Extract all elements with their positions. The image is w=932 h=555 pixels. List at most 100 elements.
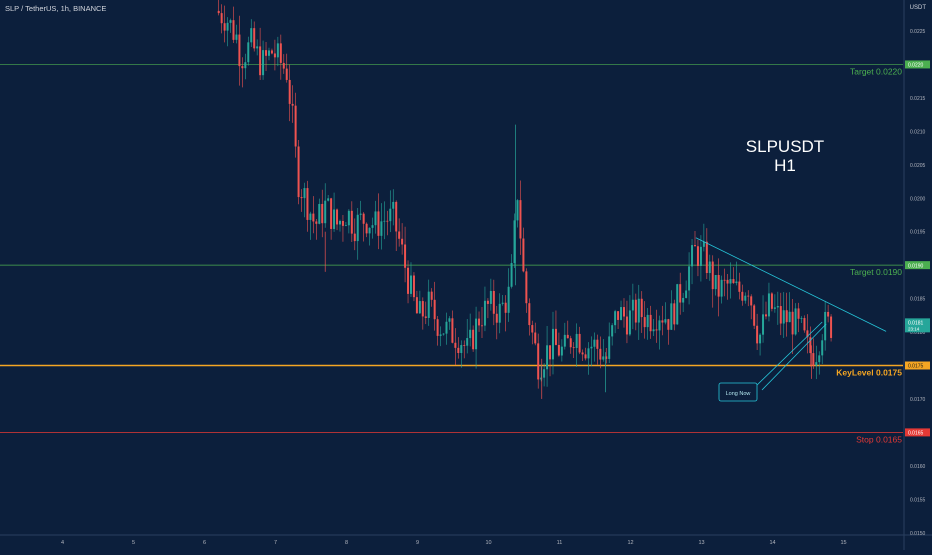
candle-body xyxy=(714,274,717,290)
candle-body xyxy=(241,66,244,69)
candle-body xyxy=(531,325,534,333)
candle-body xyxy=(368,227,371,234)
candle-body xyxy=(824,311,827,341)
candle-body xyxy=(543,369,546,378)
candle-body xyxy=(409,275,412,294)
candle-body xyxy=(729,279,732,284)
x-tick-label: 7 xyxy=(274,540,277,546)
candle-body xyxy=(741,291,744,301)
candle-body xyxy=(427,291,430,318)
candle-body xyxy=(655,329,658,331)
candle-body xyxy=(338,220,341,225)
candle-body xyxy=(528,303,531,326)
candle-body xyxy=(827,311,830,317)
candle-body xyxy=(415,297,418,314)
price-axis[interactable] xyxy=(904,0,932,550)
descending-trendline[interactable] xyxy=(695,237,887,332)
candle-body xyxy=(696,246,699,267)
candle-body xyxy=(806,330,809,338)
candle-body xyxy=(673,303,676,325)
candle-body xyxy=(679,284,682,303)
candle-body xyxy=(557,344,560,356)
candle-body xyxy=(525,271,528,304)
candle-body xyxy=(270,50,273,54)
candle-body xyxy=(267,50,270,56)
candle-body xyxy=(693,245,696,247)
currency-label: USDT xyxy=(909,5,926,11)
candle-body xyxy=(256,46,259,49)
candle-body xyxy=(519,200,522,239)
candle-body xyxy=(341,220,344,226)
candle-body xyxy=(374,211,377,226)
candle-body xyxy=(569,338,572,348)
candle-body xyxy=(262,50,265,76)
candle-body xyxy=(247,42,250,63)
y-tick-label: 0.0160 xyxy=(910,464,926,470)
candle-body xyxy=(380,221,383,236)
candle-body xyxy=(750,296,753,306)
callout-pointer xyxy=(755,321,823,387)
level-tag-target xyxy=(905,261,930,270)
candle-body xyxy=(664,319,667,323)
candle-body xyxy=(625,316,628,335)
long-now-callout[interactable] xyxy=(718,382,758,402)
level-label-key: KeyLevel 0.0175 xyxy=(836,368,902,378)
candle-body xyxy=(220,13,223,24)
candle-body xyxy=(495,313,498,323)
candle-body xyxy=(791,311,794,335)
candle-body xyxy=(572,347,575,349)
candle-body xyxy=(350,210,353,234)
candle-body xyxy=(259,46,262,76)
candle-body xyxy=(800,318,803,319)
candle-body xyxy=(507,286,510,313)
level-tag-stop xyxy=(905,428,930,437)
candle-body xyxy=(551,328,554,360)
candle-body xyxy=(803,318,806,331)
candle-body xyxy=(389,208,392,222)
candle-body xyxy=(614,311,617,326)
candle-body xyxy=(451,318,454,343)
candle-body xyxy=(273,53,276,58)
candle-body xyxy=(815,362,818,366)
candle-body xyxy=(596,339,599,349)
candle-body xyxy=(454,342,457,348)
candle-body xyxy=(785,310,788,323)
candle-body xyxy=(333,209,336,229)
candle-body xyxy=(753,305,756,326)
candle-body xyxy=(773,307,776,309)
candle-body xyxy=(554,328,557,345)
candle-body xyxy=(747,295,750,297)
x-tick-label: 4 xyxy=(61,540,64,546)
candle-body xyxy=(226,22,229,31)
candle-body xyxy=(353,233,356,242)
x-tick-label: 15 xyxy=(840,540,846,546)
candle-body xyxy=(238,34,241,67)
candle-body xyxy=(433,299,436,320)
level-tag-text: 0.0190 xyxy=(908,263,924,269)
y-tick-label: 0.0215 xyxy=(910,96,926,102)
candle-body xyxy=(483,300,486,326)
candle-body xyxy=(522,238,525,272)
candle-body xyxy=(587,348,590,359)
candle-body xyxy=(303,188,306,199)
candle-body xyxy=(430,291,433,300)
candle-body xyxy=(235,34,238,40)
candle-body xyxy=(377,211,380,236)
candle-body xyxy=(276,43,279,58)
candle-body xyxy=(424,316,427,318)
level-tag-text: 0.0175 xyxy=(908,364,924,370)
candle-body xyxy=(315,221,318,224)
candle-body xyxy=(442,333,445,335)
candle-body xyxy=(244,62,247,69)
candle-body xyxy=(809,337,812,354)
candle-body xyxy=(480,325,483,327)
candle-body xyxy=(708,261,711,274)
candle-body xyxy=(670,303,673,330)
callout-pointer xyxy=(761,323,827,391)
candle-body xyxy=(575,333,578,348)
candle-body xyxy=(312,213,315,222)
level-tag-text: 0.0220 xyxy=(908,63,924,69)
x-tick-label: 13 xyxy=(698,540,704,546)
